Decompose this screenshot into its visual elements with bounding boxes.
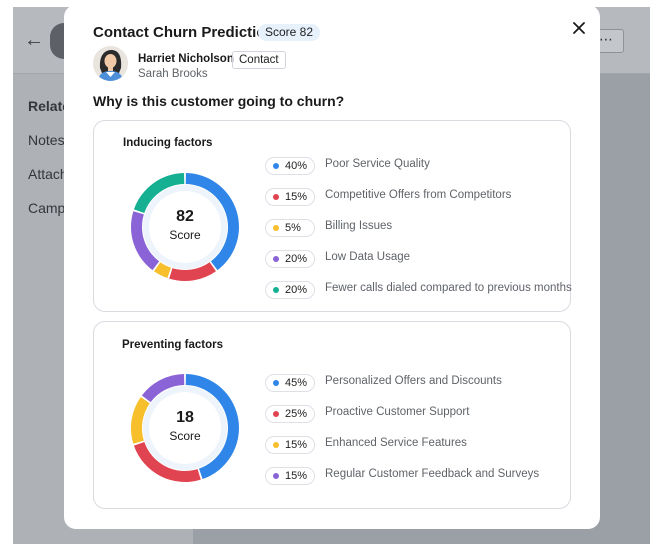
preventing-donut-slice: [133, 442, 201, 482]
preventing-score-label: Score: [169, 429, 201, 443]
inducing-factor-percent: 20%: [285, 253, 308, 265]
preventing-donut-slice: [185, 374, 240, 480]
inducing-factor-percent: 20%: [285, 284, 308, 296]
preventing-donut-slice: [131, 397, 150, 444]
inducing-factor-percent: 40%: [285, 160, 308, 172]
churn-question: Why is this customer going to churn?: [93, 93, 345, 109]
close-icon[interactable]: [569, 17, 589, 39]
preventing-factor-percent-pill: 15%: [265, 436, 315, 454]
inducing-factor-percent-pill: 40%: [265, 157, 315, 175]
inducing-score-value: 82: [176, 208, 194, 225]
preventing-title: Preventing factors: [122, 339, 223, 351]
inducing-donut-slice: [169, 262, 216, 281]
inducing-donut-slice: [154, 262, 171, 279]
contact-avatar: [93, 46, 128, 81]
inducing-factor-percent-pill: 20%: [265, 250, 315, 268]
preventing-factor-percent-pill: 15%: [265, 467, 315, 485]
preventing-factor-percent-pill: 45%: [265, 374, 315, 392]
legend-dot-icon: [273, 225, 279, 231]
preventing-score-value: 18: [176, 409, 194, 426]
preventing-donut-slice: [141, 374, 185, 403]
inducing-factor-label: Fewer calls dialed compared to previous …: [325, 282, 572, 294]
legend-dot-icon: [273, 287, 279, 293]
churn-prediction-modal: Contact Churn Prediction Score 82 Harrie…: [64, 5, 600, 529]
contact-name[interactable]: Harriet Nicholson: [138, 53, 234, 65]
preventing-donut-chart: [131, 374, 240, 482]
inducing-factor-percent: 5%: [285, 222, 301, 234]
inducing-factor-label: Low Data Usage: [325, 251, 411, 263]
preventing-factor-label: Regular Customer Feedback and Surveys: [325, 468, 540, 480]
preventing-score-center: 18 Score: [150, 408, 220, 444]
preventing-factor-percent: 15%: [285, 439, 308, 451]
close-button[interactable]: [569, 17, 589, 39]
legend-dot-icon: [273, 380, 279, 386]
inducing-factor-percent-pill: 5%: [265, 219, 315, 237]
inducing-factors-card: Inducing factors 82 Score 40% Poor Servic…: [93, 120, 572, 312]
preventing-factor-label: Proactive Customer Support: [325, 406, 470, 418]
legend-dot-icon: [273, 473, 279, 479]
inducing-factor-percent-pill: 15%: [265, 188, 315, 206]
contact-type-tag: Contact: [232, 51, 286, 69]
inducing-factor-label: Poor Service Quality: [325, 158, 430, 170]
inducing-donut-slice: [133, 173, 185, 213]
legend-dot-icon: [273, 256, 279, 262]
preventing-factor-label: Enhanced Service Features: [325, 437, 467, 449]
preventing-factors-card: Preventing factors 18 Score 45% Personali…: [93, 321, 571, 509]
legend-dot-icon: [273, 163, 279, 169]
back-arrow-icon[interactable]: ←: [24, 29, 44, 51]
preventing-factor-percent-pill: 25%: [265, 405, 315, 423]
inducing-score-center: 82 Score: [150, 207, 220, 243]
bg-link-campaigns[interactable]: Camp: [28, 200, 66, 216]
preventing-factor-percent: 45%: [285, 377, 308, 389]
preventing-factor-percent: 25%: [285, 408, 308, 420]
inducing-factor-label: Competitive Offers from Competitors: [325, 189, 512, 201]
legend-dot-icon: [273, 442, 279, 448]
inducing-donut-slice: [185, 173, 240, 271]
contact-owner: Sarah Brooks: [138, 68, 208, 80]
inducing-donut-slice: [131, 211, 160, 271]
inducing-donut-center-disc: [149, 191, 221, 263]
bg-link-related[interactable]: Relate: [28, 98, 71, 114]
inducing-factor-percent: 15%: [285, 191, 308, 203]
legend-dot-icon: [273, 411, 279, 417]
preventing-factor-percent: 15%: [285, 470, 308, 482]
inducing-donut-chart: [131, 173, 240, 281]
modal-title: Contact Churn Prediction: [93, 24, 275, 41]
preventing-donut-center-disc: [149, 392, 221, 464]
inducing-score-label: Score: [169, 228, 201, 242]
inducing-factor-label: Billing Issues: [325, 220, 393, 232]
legend-dot-icon: [273, 194, 279, 200]
inducing-factor-percent-pill: 20%: [265, 281, 315, 299]
score-badge: Score 82: [258, 24, 321, 41]
bg-link-attachments[interactable]: Attach: [28, 166, 68, 182]
inducing-title: Inducing factors: [123, 137, 213, 149]
bg-link-notes[interactable]: Notes: [28, 132, 65, 148]
preventing-factor-label: Personalized Offers and Discounts: [325, 375, 502, 387]
